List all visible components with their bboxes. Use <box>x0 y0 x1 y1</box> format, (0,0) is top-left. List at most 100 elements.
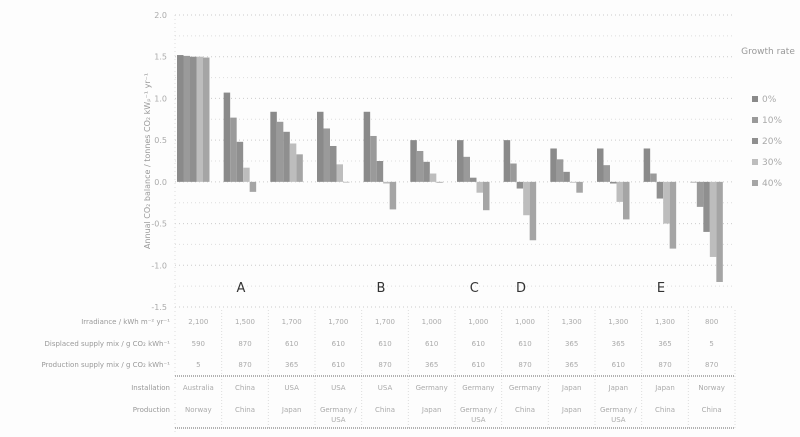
table-cell: Japan <box>654 384 675 392</box>
bar <box>556 159 564 182</box>
table-cell: 1,700 <box>282 318 302 326</box>
y-tick-label: -1.5 <box>151 303 167 312</box>
bar <box>363 111 371 182</box>
table-cell: 1,700 <box>375 318 395 326</box>
table-cell: Japan <box>421 406 442 414</box>
bar <box>529 181 537 241</box>
bar <box>410 140 417 182</box>
table-cell: 1,000 <box>468 318 488 326</box>
table-cell: USA <box>284 384 299 392</box>
table-cell: Germany / USA <box>320 406 357 424</box>
legend-swatch <box>752 96 758 102</box>
table-cell: USA <box>331 384 346 392</box>
table-cell: 365 <box>565 361 578 369</box>
table-cell: Australia <box>183 384 214 392</box>
legend-label: 20% <box>762 137 782 147</box>
table-cell: 365 <box>425 361 438 369</box>
table-cell: 1,700 <box>328 318 348 326</box>
y-tick-label: -1.0 <box>151 261 167 270</box>
bar <box>276 121 284 182</box>
table-cell: 870 <box>705 361 718 369</box>
table-cell: 610 <box>518 340 531 348</box>
bar <box>190 56 197 182</box>
table-cell: 870 <box>378 361 391 369</box>
legend-swatch <box>752 180 758 186</box>
table-cell: 870 <box>518 361 531 369</box>
bar <box>376 161 384 182</box>
table-cell: 610 <box>332 340 345 348</box>
bar <box>436 181 443 183</box>
bar <box>457 140 464 182</box>
table-cell: China <box>375 406 395 414</box>
table-cell: Japan <box>561 384 582 392</box>
bar <box>656 181 664 199</box>
legend-label: 0% <box>762 95 777 105</box>
table-cell: Germany / USA <box>600 406 637 424</box>
bar <box>516 181 524 189</box>
y-axis-label: Annual CO₂ balance / tonnes CO₂ kWₚ⁻¹ yr… <box>143 73 152 249</box>
table-cell: 5 <box>196 361 200 369</box>
bar <box>563 171 570 182</box>
table-cell: 800 <box>705 318 718 326</box>
bar <box>323 128 330 182</box>
bar <box>183 55 190 182</box>
group-label: C <box>470 281 479 296</box>
group-label: E <box>657 281 665 296</box>
table-cell: China <box>702 406 722 414</box>
table-cell: 870 <box>658 361 671 369</box>
legend-label: 30% <box>762 158 782 168</box>
bar <box>569 181 577 183</box>
table-cell: 1,300 <box>655 318 675 326</box>
group-label: D <box>516 281 526 296</box>
bar <box>669 181 677 249</box>
table-cell: 610 <box>332 361 345 369</box>
bar <box>576 181 583 193</box>
table-cell: 1,000 <box>422 318 442 326</box>
table-cell: Germany <box>416 384 448 392</box>
table-cell: Norway <box>698 384 725 392</box>
bar <box>383 181 390 184</box>
bar <box>597 148 604 182</box>
table-cell: Germany <box>509 384 541 392</box>
table-cell: 365 <box>285 361 298 369</box>
table-cell: 1,000 <box>515 318 535 326</box>
bar <box>510 163 517 182</box>
table-cell: 2,100 <box>188 318 208 326</box>
legend-label: 10% <box>762 116 782 126</box>
legend-swatch <box>752 159 758 165</box>
table-cell: 610 <box>378 340 391 348</box>
bar <box>696 181 704 207</box>
bar <box>196 56 203 182</box>
legend-title: Growth rate <box>741 47 795 57</box>
table-cell: 365 <box>565 340 578 348</box>
table-cell: 365 <box>658 340 671 348</box>
bar <box>623 181 630 220</box>
bar <box>370 135 377 182</box>
bar <box>476 181 483 193</box>
table-cell: 870 <box>238 361 251 369</box>
table-cell: 610 <box>612 361 625 369</box>
legend-label: 40% <box>762 179 782 189</box>
bar <box>223 92 231 182</box>
bar <box>483 181 490 211</box>
table-cell: 610 <box>285 340 298 348</box>
bar <box>616 181 623 202</box>
bar <box>550 148 557 182</box>
table-cell: USA <box>378 384 393 392</box>
bar <box>343 181 350 183</box>
y-tick-label: 1.0 <box>154 94 167 103</box>
bar <box>203 57 210 182</box>
table-cell: Germany / USA <box>460 406 497 424</box>
bar <box>610 181 617 184</box>
table-cell: China <box>515 406 535 414</box>
bar <box>243 167 250 182</box>
y-tick-label: -0.5 <box>151 220 167 229</box>
bar <box>177 55 184 182</box>
bar <box>470 177 477 182</box>
bar <box>270 111 277 182</box>
table-cell: 5 <box>709 340 713 348</box>
legend-swatch <box>752 138 758 144</box>
table-cell: 610 <box>472 340 485 348</box>
table-cell: 610 <box>472 361 485 369</box>
bar <box>289 143 297 182</box>
